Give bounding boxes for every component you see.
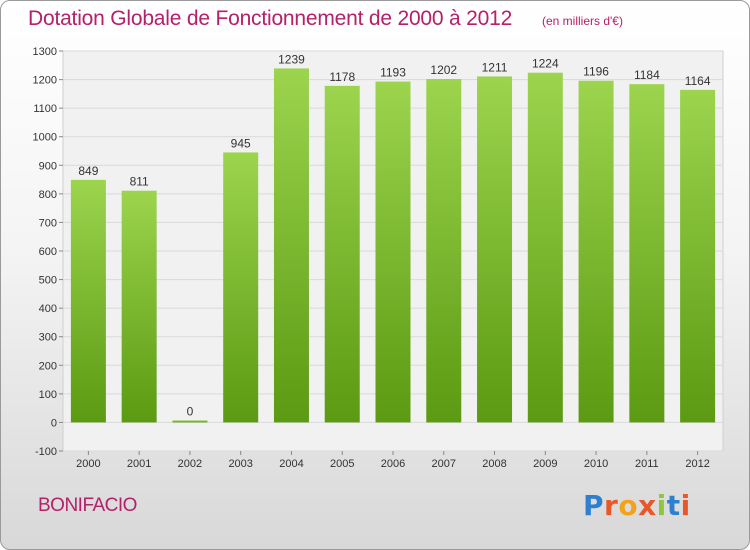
x-tick-label: 2009 [533, 458, 557, 470]
logo-letter: P [583, 489, 605, 522]
y-tick-label: 200 [39, 360, 57, 372]
data-label: 1239 [278, 52, 305, 66]
y-tick-label: 1000 [33, 132, 57, 144]
y-tick-label: 400 [39, 303, 57, 315]
y-tick-label: 900 [39, 160, 57, 172]
x-tick-label: 2000 [76, 458, 100, 470]
chart-unit: (en milliers d'€) [542, 14, 623, 28]
data-label: 811 [130, 175, 149, 189]
bar [375, 81, 411, 423]
bar [273, 68, 309, 423]
y-tick-label: 500 [39, 275, 57, 287]
y-tick-label: -100 [35, 446, 57, 458]
data-label: 945 [231, 136, 251, 150]
x-tick-label: 2010 [584, 458, 608, 470]
x-tick-label: 2004 [279, 458, 303, 470]
bar [121, 190, 157, 423]
y-tick-label: 100 [39, 389, 57, 401]
bar [680, 89, 716, 423]
y-tick-label: 1200 [33, 75, 57, 87]
bar [477, 76, 513, 423]
y-tick-label: 600 [39, 246, 57, 258]
data-label: 1184 [634, 68, 660, 82]
data-label: 1224 [532, 57, 559, 71]
chart-title: Dotation Globale de Fonctionnement de 20… [28, 7, 513, 30]
y-tick-label: 300 [39, 332, 57, 344]
bar [70, 179, 106, 423]
bar [172, 420, 208, 423]
x-tick-label: 2008 [482, 458, 506, 470]
y-tick-label: 800 [39, 189, 57, 201]
data-label: 1211 [482, 60, 508, 74]
bar [223, 152, 259, 423]
logo-letter: o [618, 489, 639, 522]
data-label: 1202 [430, 63, 457, 77]
y-tick-label: 700 [39, 217, 57, 229]
data-label: 0 [187, 404, 194, 418]
x-tick-label: 2011 [635, 458, 659, 470]
bar [629, 84, 665, 423]
bar [426, 79, 462, 423]
x-tick-label: 2012 [685, 458, 709, 470]
x-tick-label: 2006 [381, 458, 405, 470]
logo-letter: i [680, 489, 691, 522]
x-tick-label: 2005 [330, 458, 354, 470]
data-label: 1178 [329, 70, 355, 84]
data-label: 1196 [583, 65, 609, 79]
logo-letter: x [638, 489, 657, 522]
bar [324, 85, 360, 423]
x-tick-label: 2001 [127, 458, 151, 470]
data-label: 849 [78, 164, 98, 178]
logo-letter: i [656, 489, 667, 522]
logo-letter: r [604, 489, 619, 522]
data-label: 1193 [380, 66, 406, 80]
x-tick-label: 2002 [178, 458, 202, 470]
logo-letter: t [666, 489, 681, 522]
commune-name: BONIFACIO [38, 495, 137, 516]
x-tick-label: 2003 [228, 458, 252, 470]
y-tick-label: 1100 [33, 103, 57, 115]
data-label: 1164 [685, 74, 711, 88]
y-tick-label: 1300 [33, 46, 57, 58]
x-tick-label: 2007 [432, 458, 456, 470]
bar [527, 72, 563, 423]
proxiti-logo: Proxiti [583, 489, 691, 522]
y-tick-label: 0 [51, 417, 57, 429]
bar [578, 80, 614, 423]
